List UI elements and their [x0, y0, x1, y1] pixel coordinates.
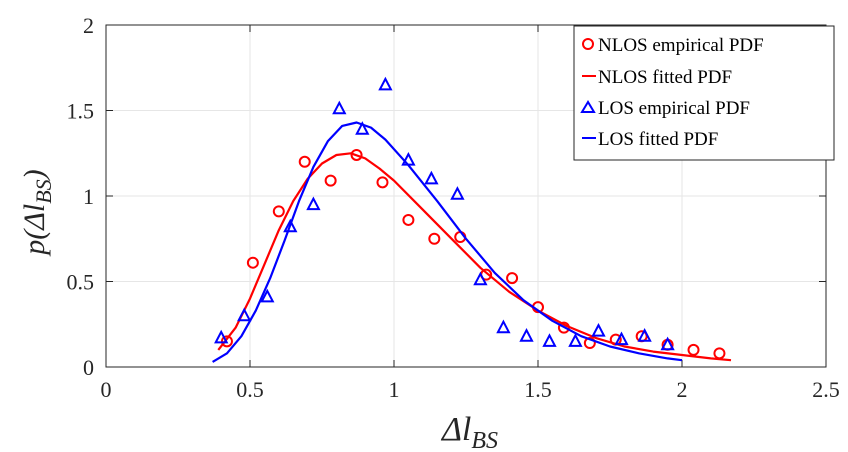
empirical-point — [428, 232, 441, 245]
empirical-point — [713, 347, 726, 360]
empirical-point — [614, 331, 629, 346]
legend-entry-los-empirical: LOS empirical PDF — [580, 98, 750, 119]
x-tick-label: 2.5 — [812, 377, 840, 402]
empirical-point — [378, 76, 393, 91]
x-tick-label: 1.5 — [524, 377, 552, 402]
empirical-point — [506, 272, 519, 285]
empirical-point — [473, 271, 488, 286]
series-nlos-fitted-pdf — [217, 152, 732, 362]
ticks: 0 0.5 1 1.5 2 2.5 0 0.5 1 1.5 2 — [67, 13, 840, 402]
legend-circle-marker — [582, 38, 594, 50]
empirical-point — [246, 256, 259, 269]
series-nlos-empirical-pdf — [220, 148, 726, 360]
y-tick-label: 2 — [83, 13, 94, 38]
legend-label: NLOS fitted PDF — [598, 67, 732, 88]
empirical-point — [519, 328, 534, 342]
empirical-point — [324, 174, 337, 187]
fitted-pdf-line — [212, 121, 683, 363]
plot-area — [212, 76, 732, 363]
empirical-point — [660, 336, 675, 351]
y-tick-label: 0 — [83, 355, 94, 380]
empirical-point — [496, 319, 511, 334]
empirical-point — [350, 148, 363, 161]
empirical-point — [306, 196, 321, 211]
y-tick-label: 0.5 — [67, 270, 95, 295]
empirical-point — [424, 170, 439, 185]
legend-box — [573, 25, 835, 161]
empirical-point — [583, 337, 596, 350]
empirical-point — [237, 307, 252, 322]
empirical-point — [637, 328, 652, 342]
x-axis-label: ΔlBS — [440, 411, 498, 452]
empirical-point — [214, 329, 229, 344]
empirical-point — [591, 322, 606, 337]
x-tick-label: 0 — [101, 377, 112, 402]
empirical-point — [568, 333, 583, 347]
empirical-point — [283, 218, 298, 233]
empirical-point — [355, 121, 370, 135]
empirical-point — [260, 288, 275, 303]
fitted-pdf-line — [217, 152, 732, 362]
legend-label: NLOS empirical PDF — [598, 35, 764, 56]
y-tick-label: 1 — [83, 184, 94, 209]
y-tick-label: 1.5 — [67, 99, 95, 124]
legend-entry-nlos-fitted: NLOS fitted PDF — [582, 67, 732, 88]
legend-label: LOS empirical PDF — [598, 98, 750, 119]
y-axis-label: p(ΔlBS) — [18, 169, 56, 256]
legend-entry-nlos-empirical: NLOS empirical PDF — [582, 35, 764, 56]
empirical-point — [220, 335, 233, 348]
empirical-point — [402, 213, 415, 226]
legend: NLOS empirical PDF NLOS fitted PDF LOS e… — [573, 25, 835, 161]
x-tick-label: 0.5 — [236, 377, 264, 402]
x-tick-label: 1 — [389, 377, 400, 402]
legend-label: LOS fitted PDF — [598, 129, 718, 150]
empirical-point — [687, 343, 700, 356]
series-los-fitted-pdf — [212, 121, 683, 363]
empirical-point — [272, 205, 285, 218]
empirical-point — [332, 100, 347, 115]
empirical-point — [542, 333, 557, 347]
empirical-point — [298, 155, 311, 168]
legend-entry-los-fitted: LOS fitted PDF — [582, 129, 718, 150]
legend-triangle-marker — [580, 100, 596, 113]
empirical-point — [450, 186, 465, 200]
x-tick-label: 2 — [677, 377, 688, 402]
empirical-point — [376, 176, 389, 189]
